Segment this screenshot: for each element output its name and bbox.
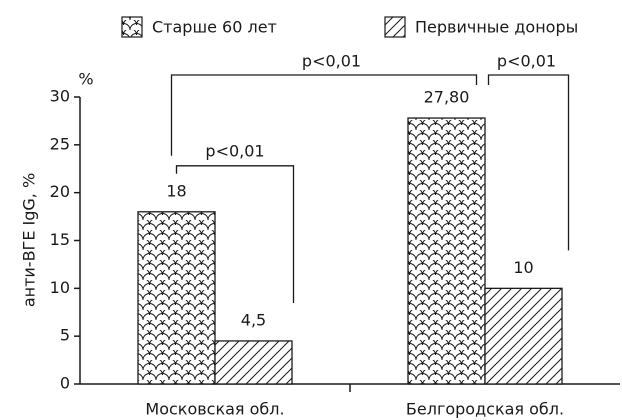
significance-label: p<0,01 [497, 52, 556, 71]
y-tick-label: 10 [50, 278, 70, 297]
bar [407, 117, 486, 385]
bar [484, 287, 563, 385]
value-label: 10 [513, 258, 533, 277]
value-label: 18 [166, 181, 186, 200]
significance-bracket [487, 74, 570, 251]
y-axis-label: анти-ВГЕ IgG, % [20, 173, 39, 307]
value-label: 4,5 [241, 310, 266, 329]
y-tick-label: 5 [60, 326, 70, 345]
legend-swatch [121, 16, 143, 38]
legend-label: Первичные доноры [415, 18, 578, 37]
significance-label: p<0,01 [205, 141, 264, 160]
significance-bracket [170, 74, 478, 156]
significance-label: p<0,01 [302, 52, 361, 71]
legend-label: Старше 60 лет [152, 18, 277, 37]
y-tick-label: 30 [50, 87, 70, 106]
bar [214, 340, 293, 385]
significance-bracket [175, 165, 295, 303]
value-label: 27,80 [424, 88, 470, 107]
y-tick-label: 15 [50, 230, 70, 249]
y-tick-label: 25 [50, 134, 70, 153]
y-tick-label: 20 [50, 182, 70, 201]
x-tick-label: Белгородская обл. [406, 400, 564, 419]
y-unit: % [78, 70, 93, 89]
y-tick-label: 0 [60, 374, 70, 393]
x-tick-label: Московская обл. [145, 400, 284, 419]
bar [137, 211, 216, 385]
legend-swatch [384, 16, 406, 38]
